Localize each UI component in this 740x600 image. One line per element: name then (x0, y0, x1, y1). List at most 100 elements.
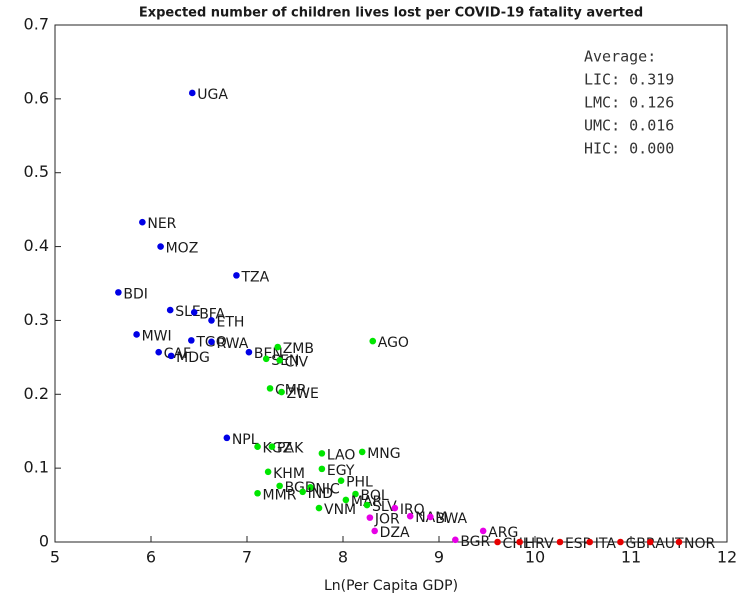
point-label: NER (147, 216, 176, 232)
point (352, 490, 359, 498)
point-label: MMR (263, 487, 297, 503)
x-tick-label: 8 (338, 548, 348, 567)
annotation: UMC: 0.016 (584, 117, 674, 135)
point (188, 89, 196, 97)
chart-title: Expected number of children lives lost p… (139, 6, 643, 21)
point (556, 538, 564, 546)
point (190, 309, 198, 316)
x-tick-label: 10 (525, 548, 545, 567)
point-label: HRV (525, 536, 554, 552)
point-label: NPL (232, 432, 259, 448)
point-label: ETH (216, 314, 244, 330)
point-label: SLE (175, 304, 201, 320)
point (406, 512, 414, 520)
point (254, 489, 261, 497)
point (617, 538, 624, 546)
point-label: LAO (327, 447, 355, 463)
point-label: PAK (277, 441, 304, 457)
y-tick-label: 0.4 (24, 236, 49, 255)
point (223, 434, 231, 442)
point (369, 337, 377, 345)
y-tick-label: 0.6 (24, 88, 49, 107)
point-label: SLV (372, 499, 397, 515)
point-label: NOR (684, 536, 715, 552)
point (494, 538, 501, 546)
point (366, 514, 374, 521)
point-label: MDG (176, 350, 210, 366)
point-label: UGA (197, 87, 228, 103)
point (233, 272, 240, 279)
point-label: RWA (216, 336, 248, 352)
annotation: LIC: 0.319 (584, 71, 674, 89)
point-label: BWA (435, 511, 467, 527)
point (452, 536, 459, 544)
y-tick-label: 0.5 (24, 162, 49, 181)
annotation: HIC: 0.000 (584, 140, 674, 158)
point-label: TZA (240, 269, 269, 285)
point (391, 504, 399, 512)
point (274, 343, 282, 351)
point (208, 317, 215, 324)
point (167, 352, 175, 360)
y-tick-label: 0.2 (24, 384, 49, 403)
point-label: BFA (199, 306, 225, 322)
y-tick-label: 0 (39, 532, 49, 551)
point-label: ESP (565, 536, 591, 552)
plot-frame (54, 24, 728, 543)
point-label: EGY (327, 463, 355, 479)
point (155, 348, 162, 356)
point-label: BGD (285, 480, 316, 496)
point (342, 496, 350, 504)
point (188, 337, 195, 344)
point (318, 465, 326, 473)
point-label: NIC (315, 481, 340, 497)
point-label: CHL (503, 536, 531, 552)
point-label: IND (308, 486, 333, 502)
point (166, 306, 174, 314)
x-tick-label: 6 (146, 548, 156, 567)
point (646, 538, 654, 546)
point-label: BGR (460, 534, 490, 550)
point-label: CIV (285, 354, 309, 370)
point (266, 385, 274, 392)
annotation: Average: (584, 48, 656, 66)
point-label: ITA (595, 536, 617, 552)
x-axis-label: Ln(Per Capita GDP) (324, 578, 458, 594)
point (133, 331, 140, 338)
point (245, 348, 253, 356)
point-label: SEN (271, 353, 299, 369)
x-tick-label: 5 (50, 548, 60, 567)
point (315, 504, 323, 512)
x-tick-label: 11 (621, 548, 641, 567)
point (254, 443, 261, 451)
point-label: MWI (142, 328, 172, 344)
point (299, 488, 306, 496)
point (675, 538, 683, 546)
point (516, 538, 523, 546)
x-tick-label: 9 (434, 548, 444, 567)
point-label: ARG (488, 525, 518, 541)
point-label: BOL (360, 488, 388, 504)
point (115, 289, 122, 296)
point-label: VNM (324, 502, 356, 518)
point-label: ZWE (287, 386, 319, 402)
point (278, 388, 285, 396)
point-label: PHL (346, 475, 373, 491)
point (262, 355, 270, 363)
point-label: IRQ (400, 502, 425, 518)
point (264, 468, 272, 476)
point (586, 538, 594, 546)
point-label: ZMB (283, 341, 314, 357)
point (337, 477, 345, 484)
point (157, 243, 164, 250)
point (318, 450, 326, 457)
point (208, 338, 215, 346)
y-tick-label: 0.1 (24, 458, 49, 477)
point-label: KHM (273, 466, 305, 482)
point-label: MNG (367, 446, 400, 462)
point-label: BDI (123, 286, 148, 302)
point (479, 527, 487, 535)
point (358, 448, 366, 456)
point-label: AGO (378, 335, 409, 351)
